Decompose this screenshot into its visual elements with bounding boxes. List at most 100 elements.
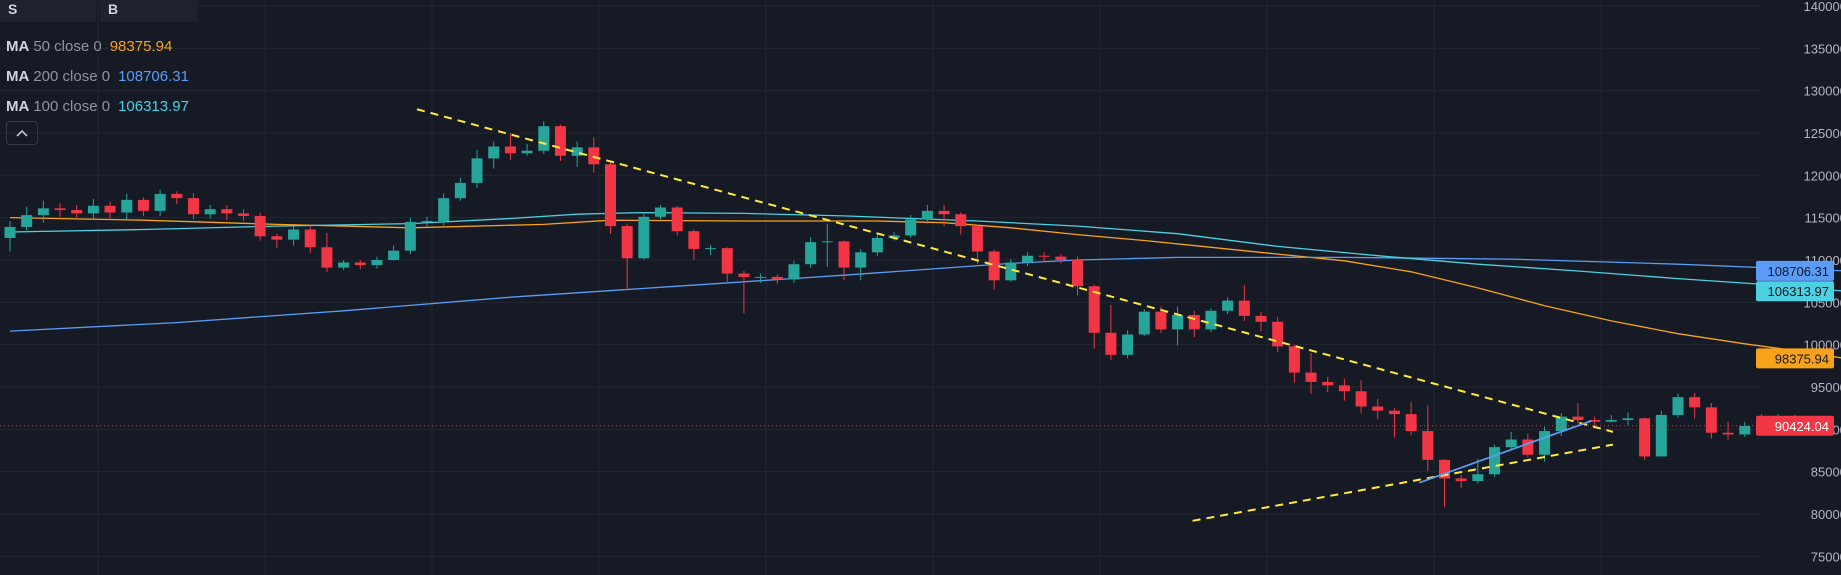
candle-body — [238, 213, 250, 216]
candle-body — [54, 208, 66, 211]
candle — [288, 226, 300, 246]
candle-body — [1338, 385, 1350, 392]
candle-body — [1072, 259, 1084, 287]
candle-body — [1222, 300, 1234, 311]
candle-body — [638, 216, 650, 259]
price-tag-box — [1756, 281, 1834, 302]
candle — [504, 132, 516, 161]
candle — [354, 259, 366, 270]
candle-body — [771, 276, 783, 280]
axis-tick-label: 140000.00 — [1804, 0, 1841, 14]
candle-body — [538, 126, 550, 151]
candle — [137, 197, 149, 216]
candle-body — [955, 214, 967, 227]
candle-body — [1288, 346, 1300, 373]
candle — [1355, 380, 1367, 414]
legend-ma-200[interactable]: MA 200 close 0 108706.31 — [6, 62, 189, 92]
candle-body — [788, 264, 800, 280]
candle — [1072, 256, 1084, 296]
candle — [554, 124, 566, 161]
price-tag-box — [1756, 260, 1834, 281]
candle — [855, 248, 867, 281]
candle-body — [1489, 447, 1501, 475]
trendlines[interactable] — [416, 108, 1614, 522]
candle-body — [1155, 311, 1167, 330]
solid-trendline[interactable] — [1419, 420, 1592, 484]
dashed-trendline[interactable] — [1192, 443, 1614, 522]
candle-body — [221, 209, 233, 214]
indicator-legend: MA 50 close 0 98375.94 MA 200 close 0 108706… — [6, 32, 189, 122]
candle-body — [1322, 381, 1334, 386]
candle-body — [571, 147, 583, 156]
candle — [321, 232, 333, 272]
candle-body — [1205, 310, 1217, 330]
candle-body — [688, 231, 700, 249]
dashed-trendline[interactable] — [416, 108, 1614, 433]
candle — [1005, 259, 1017, 282]
candle — [655, 204, 667, 220]
candle — [371, 256, 383, 269]
candle — [705, 244, 717, 255]
candle-body — [738, 273, 750, 277]
axis-tick-label: 85000.00 — [1811, 465, 1841, 480]
candle — [238, 209, 250, 222]
candle-body — [1438, 459, 1450, 479]
candle-body — [1539, 431, 1551, 455]
candle — [688, 229, 700, 260]
candle-body — [604, 164, 616, 227]
price-tag: 98375.94 — [1756, 348, 1834, 369]
candle — [1722, 421, 1734, 440]
candle-body — [137, 199, 149, 211]
candle — [1422, 405, 1434, 471]
candle-body — [1188, 315, 1200, 330]
candle-body — [1672, 397, 1684, 415]
candle — [1472, 458, 1484, 484]
candle-body — [1522, 439, 1534, 455]
candle — [204, 204, 216, 219]
legend-ma-name: MA — [6, 38, 30, 55]
candle-body — [338, 262, 350, 268]
candle-body — [154, 193, 166, 211]
candle-body — [838, 241, 850, 268]
candle — [771, 274, 783, 284]
legend-ma-100[interactable]: MA 100 close 0 106313.97 — [6, 92, 189, 122]
candle-body — [988, 251, 1000, 281]
candle — [738, 270, 750, 314]
legend-collapse-button[interactable] — [6, 121, 38, 145]
candle — [1639, 417, 1651, 460]
candle-body — [921, 210, 933, 220]
candle-body — [371, 259, 383, 266]
candle-body — [1689, 397, 1701, 408]
candle-body — [187, 198, 199, 215]
candle-body — [971, 226, 983, 252]
legend-ma-50[interactable]: MA 50 close 0 98375.94 — [6, 32, 189, 62]
candle-body — [471, 158, 483, 183]
sell-button[interactable]: S — [0, 0, 96, 22]
legend-ma-params: 50 close 0 — [33, 38, 102, 55]
candle — [721, 247, 733, 282]
axis-tick-label: 80000.00 — [1811, 507, 1841, 522]
candle — [521, 143, 533, 156]
candle — [538, 121, 550, 155]
candle-body — [1639, 418, 1651, 457]
candle-body — [254, 215, 266, 237]
candle-body — [621, 226, 633, 259]
candle — [1705, 403, 1717, 439]
candle-body — [1372, 406, 1384, 411]
candle-body — [1038, 255, 1050, 257]
price-tag-label: 98375.94 — [1775, 351, 1829, 366]
axis-tick-label: 125000.00 — [1804, 126, 1841, 141]
candle — [1505, 431, 1517, 450]
candle-body — [1055, 256, 1067, 260]
candle-body — [1272, 321, 1284, 347]
buy-button[interactable]: B — [100, 0, 198, 22]
candle-body — [1605, 420, 1617, 422]
candle — [1605, 414, 1617, 423]
candle — [1021, 252, 1033, 266]
legend-ma-name: MA — [6, 68, 30, 85]
candle — [154, 189, 166, 216]
candle — [1188, 310, 1200, 338]
candle-body — [1455, 478, 1467, 482]
